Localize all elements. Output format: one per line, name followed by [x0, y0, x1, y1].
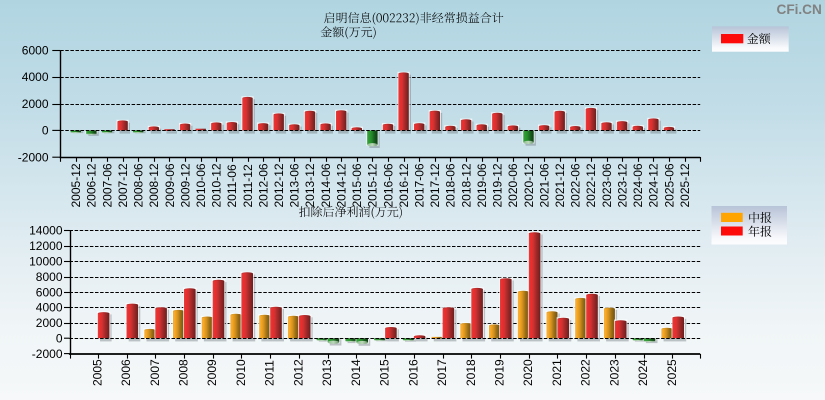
- svg-text:2008-12: 2008-12: [147, 163, 161, 207]
- svg-text:2020-12: 2020-12: [522, 163, 536, 207]
- svg-text:2013-12: 2013-12: [303, 163, 317, 207]
- svg-text:2011: 2011: [263, 360, 277, 386]
- svg-text:CFi.CN: CFi.CN: [777, 2, 822, 17]
- svg-text:2014: 2014: [349, 359, 363, 386]
- svg-text:2017: 2017: [435, 359, 449, 386]
- svg-text:2005-12: 2005-12: [69, 163, 83, 207]
- svg-text:2020: 2020: [521, 359, 535, 386]
- svg-text:2024-06: 2024-06: [631, 163, 645, 207]
- svg-text:2022-12: 2022-12: [584, 163, 598, 207]
- svg-text:2013-06: 2013-06: [288, 163, 302, 207]
- svg-text:2021-06: 2021-06: [537, 163, 551, 207]
- svg-text:2007-12: 2007-12: [116, 163, 130, 207]
- svg-text:2016-06: 2016-06: [381, 163, 395, 207]
- svg-text:2017-12: 2017-12: [428, 163, 442, 207]
- svg-text:2013: 2013: [320, 359, 334, 386]
- svg-text:2022: 2022: [579, 359, 593, 386]
- svg-text:2006: 2006: [119, 359, 133, 386]
- svg-text:14000: 14000: [29, 224, 63, 238]
- svg-text:2025: 2025: [665, 359, 679, 386]
- svg-text:2010-06: 2010-06: [194, 163, 208, 207]
- svg-text:2016-12: 2016-12: [397, 163, 411, 207]
- svg-text:2019: 2019: [493, 359, 507, 386]
- svg-text:8000: 8000: [36, 270, 63, 284]
- svg-text:2023: 2023: [607, 359, 621, 386]
- svg-text:2025-12: 2025-12: [678, 163, 692, 207]
- svg-text:6000: 6000: [36, 285, 63, 299]
- svg-text:2024: 2024: [636, 359, 650, 386]
- svg-text:6000: 6000: [22, 43, 49, 57]
- svg-text:2023-06: 2023-06: [600, 163, 614, 207]
- svg-text:2021-12: 2021-12: [553, 163, 567, 207]
- svg-text:2011-12: 2011-12: [241, 164, 255, 207]
- svg-text:2025-06: 2025-06: [662, 163, 676, 207]
- svg-text:2000: 2000: [36, 316, 63, 330]
- svg-text:2012: 2012: [291, 359, 305, 386]
- svg-text:2008-06: 2008-06: [132, 163, 146, 207]
- svg-text:2024-12: 2024-12: [647, 163, 661, 207]
- svg-text:2018-06: 2018-06: [444, 163, 458, 207]
- svg-text:10000: 10000: [29, 255, 63, 269]
- svg-text:4000: 4000: [22, 70, 49, 84]
- svg-text:2016: 2016: [406, 359, 420, 386]
- svg-text:2007: 2007: [148, 359, 162, 386]
- svg-text:2015-06: 2015-06: [350, 163, 364, 207]
- svg-text:12000: 12000: [29, 239, 63, 253]
- svg-text:2014-06: 2014-06: [319, 163, 333, 207]
- svg-text:2009-12: 2009-12: [178, 163, 192, 207]
- svg-text:0: 0: [42, 124, 49, 138]
- svg-text:2010-12: 2010-12: [210, 163, 224, 207]
- svg-text:2023-12: 2023-12: [615, 163, 629, 207]
- svg-text:2018: 2018: [464, 359, 478, 386]
- svg-text:0: 0: [56, 332, 63, 346]
- svg-text:2012-06: 2012-06: [256, 163, 270, 207]
- svg-text:2009-06: 2009-06: [163, 163, 177, 207]
- svg-text:2017-06: 2017-06: [413, 163, 427, 207]
- svg-text:2018-12: 2018-12: [459, 163, 473, 207]
- svg-text:2007-06: 2007-06: [100, 163, 114, 207]
- svg-text:2019-06: 2019-06: [475, 163, 489, 207]
- svg-text:2021: 2021: [550, 359, 564, 386]
- svg-text:2015: 2015: [378, 359, 392, 386]
- svg-text:2020-06: 2020-06: [506, 163, 520, 207]
- svg-text:2006-12: 2006-12: [85, 163, 99, 207]
- svg-text:-2000: -2000: [18, 151, 49, 165]
- svg-text:2019-12: 2019-12: [491, 163, 505, 207]
- svg-text:2011-06: 2011-06: [225, 164, 239, 207]
- svg-text:2010: 2010: [234, 359, 248, 386]
- svg-text:2009: 2009: [205, 359, 219, 386]
- svg-text:2012-12: 2012-12: [272, 163, 286, 207]
- svg-text:-2000: -2000: [32, 347, 63, 361]
- svg-text:2008: 2008: [177, 359, 191, 386]
- svg-text:4000: 4000: [36, 301, 63, 315]
- svg-text:2014-12: 2014-12: [335, 163, 349, 207]
- svg-text:2000: 2000: [22, 97, 49, 111]
- svg-text:2022-06: 2022-06: [569, 163, 583, 207]
- svg-text:2005: 2005: [90, 359, 104, 386]
- svg-text:2015-12: 2015-12: [366, 163, 380, 207]
